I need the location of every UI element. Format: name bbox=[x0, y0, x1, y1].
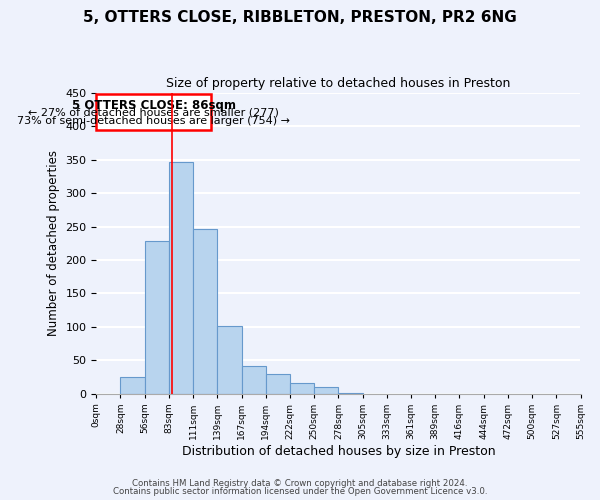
Bar bbox=[314, 387, 338, 394]
Text: ← 27% of detached houses are smaller (277): ← 27% of detached houses are smaller (27… bbox=[28, 108, 279, 118]
Y-axis label: Number of detached properties: Number of detached properties bbox=[47, 150, 60, 336]
Bar bbox=[266, 374, 290, 394]
Text: 5 OTTERS CLOSE: 86sqm: 5 OTTERS CLOSE: 86sqm bbox=[72, 99, 236, 112]
Bar bbox=[217, 326, 242, 394]
Bar bbox=[290, 383, 314, 394]
FancyBboxPatch shape bbox=[96, 94, 211, 130]
Text: 73% of semi-detached houses are larger (754) →: 73% of semi-detached houses are larger (… bbox=[17, 116, 290, 126]
X-axis label: Distribution of detached houses by size in Preston: Distribution of detached houses by size … bbox=[182, 444, 495, 458]
Bar bbox=[169, 162, 193, 394]
Text: Contains public sector information licensed under the Open Government Licence v3: Contains public sector information licen… bbox=[113, 487, 487, 496]
Bar bbox=[145, 242, 169, 394]
Bar bbox=[121, 377, 145, 394]
Title: Size of property relative to detached houses in Preston: Size of property relative to detached ho… bbox=[166, 78, 511, 90]
Bar bbox=[242, 366, 266, 394]
Bar bbox=[338, 393, 362, 394]
Text: Contains HM Land Registry data © Crown copyright and database right 2024.: Contains HM Land Registry data © Crown c… bbox=[132, 478, 468, 488]
Text: 5, OTTERS CLOSE, RIBBLETON, PRESTON, PR2 6NG: 5, OTTERS CLOSE, RIBBLETON, PRESTON, PR2… bbox=[83, 10, 517, 25]
Bar bbox=[193, 228, 217, 394]
